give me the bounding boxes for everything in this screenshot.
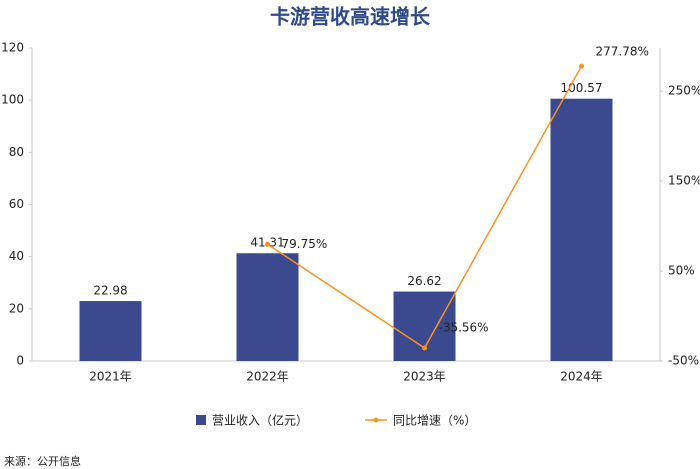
- legend-label: 营业收入（亿元）: [212, 413, 308, 428]
- data-label: -35.56%: [439, 321, 489, 335]
- y2-tick-label: 250%: [668, 84, 700, 98]
- y-tick-label: 120: [1, 41, 24, 55]
- line-point: [579, 63, 584, 69]
- y-tick-label: 40: [9, 249, 24, 263]
- data-label: 22.98: [93, 284, 127, 298]
- chart-title: 卡游营收高速增长: [270, 5, 431, 29]
- y-tick-label: 20: [9, 301, 24, 315]
- bar: [236, 253, 299, 361]
- legend-swatch: [373, 417, 379, 423]
- x-tick-label: 2022年: [246, 370, 289, 384]
- legend-label: 同比增速（%）: [393, 414, 476, 428]
- x-tick-label: 2021年: [89, 370, 132, 384]
- source: 来源：公开信息: [4, 454, 81, 468]
- line-point: [422, 345, 427, 351]
- y-tick-label: 60: [9, 197, 24, 211]
- y-tick-label: 80: [9, 145, 24, 159]
- y2-tick-label: -50%: [668, 354, 699, 368]
- bar: [550, 98, 613, 361]
- bar: [79, 301, 142, 361]
- x-tick-label: 2024年: [560, 370, 603, 384]
- data-label: 79.75%: [282, 237, 328, 251]
- y2-tick-label: 150%: [668, 174, 700, 188]
- y-tick-label: 100: [1, 93, 24, 107]
- legend-swatch: [196, 415, 206, 425]
- data-label: 26.62: [407, 274, 441, 288]
- y-tick-label: 0: [16, 354, 24, 368]
- data-label: 277.78%: [596, 45, 649, 59]
- y2-tick-label: 50%: [668, 264, 695, 278]
- line-point: [265, 241, 270, 247]
- x-tick-label: 2023年: [403, 370, 446, 384]
